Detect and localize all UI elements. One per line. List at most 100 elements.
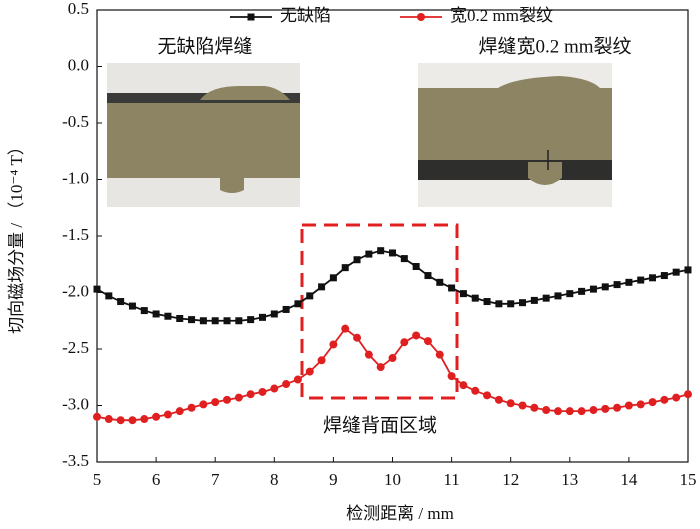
marker (364, 350, 373, 359)
marker (282, 380, 291, 389)
marker (554, 292, 562, 300)
marker (649, 274, 657, 282)
marker (483, 391, 492, 400)
marker (448, 284, 456, 292)
y-tick-label: -2.0 (62, 281, 89, 300)
marker (530, 296, 538, 304)
marker (128, 302, 136, 310)
photo-no-defect (107, 63, 300, 207)
marker (601, 404, 610, 413)
marker (294, 300, 302, 308)
x-tick-label: 7 (211, 470, 220, 489)
marker (176, 314, 184, 322)
marker (376, 363, 385, 372)
region-box (300, 223, 459, 400)
x-tick-label: 15 (680, 470, 697, 489)
marker (660, 395, 669, 404)
marker (507, 300, 515, 308)
marker (577, 407, 586, 416)
marker (436, 278, 444, 286)
series-line (96, 249, 689, 322)
marker (188, 316, 196, 324)
marker (187, 403, 196, 412)
marker (684, 266, 692, 274)
marker (317, 356, 326, 365)
x-tick-label: 12 (502, 470, 519, 489)
marker (175, 407, 184, 416)
marker (341, 324, 350, 333)
marker (400, 255, 408, 263)
marker (530, 403, 539, 412)
marker (353, 333, 362, 342)
marker (140, 415, 149, 424)
marker (199, 400, 208, 409)
marker (494, 395, 503, 404)
marker (684, 390, 692, 399)
marker (423, 337, 432, 346)
x-tick-label: 13 (561, 470, 578, 489)
marker (495, 300, 503, 308)
marker (306, 292, 314, 300)
marker (223, 395, 232, 404)
marker (199, 317, 207, 325)
marker (483, 298, 491, 306)
marker (353, 256, 361, 264)
marker (152, 310, 160, 318)
x-tick-label: 6 (152, 470, 161, 489)
marker (424, 272, 432, 280)
marker (400, 338, 409, 347)
marker (566, 290, 574, 298)
marker (246, 390, 255, 399)
marker (105, 292, 113, 300)
y-tick-label: -1.5 (62, 225, 89, 244)
marker (211, 317, 219, 325)
marker (235, 317, 243, 325)
marker (447, 372, 456, 381)
x-tick-label: 10 (384, 470, 401, 489)
marker (128, 416, 137, 425)
marker (565, 407, 574, 416)
marker (104, 415, 113, 424)
annotation: 焊缝背面区域 (323, 414, 437, 436)
y-tick-label: -1.0 (62, 168, 89, 187)
marker (318, 283, 326, 291)
y-tick-label: -2.5 (62, 338, 89, 357)
marker (625, 278, 633, 286)
marker (270, 384, 279, 393)
x-tick-label: 8 (270, 470, 279, 489)
y-tick-label: -0.5 (62, 112, 89, 131)
marker (258, 387, 267, 396)
x-tick-label: 9 (329, 470, 338, 489)
x-tick-label: 5 (93, 470, 102, 489)
marker (164, 312, 172, 320)
marker (116, 416, 125, 425)
marker (589, 406, 598, 415)
marker (660, 272, 668, 280)
marker (412, 331, 421, 340)
marker (234, 393, 243, 402)
x-tick-label: 11 (443, 470, 459, 489)
marker (672, 268, 680, 276)
marker (163, 410, 172, 419)
x-axis-label: 检测距离 / mm (346, 504, 454, 523)
marker (506, 399, 515, 408)
marker (601, 283, 609, 291)
marker (247, 316, 255, 324)
marker (578, 287, 586, 295)
marker (435, 350, 444, 359)
legend-label: 宽0.2 mm裂纹 (450, 6, 553, 25)
marker (282, 305, 290, 313)
marker (636, 400, 645, 409)
marker (223, 317, 231, 325)
y-tick-label: 0.0 (68, 55, 89, 74)
marker (518, 401, 527, 410)
marker (365, 250, 373, 258)
marker (389, 249, 396, 257)
marker (258, 313, 266, 321)
marker (329, 340, 338, 349)
marker (377, 247, 385, 255)
marker (293, 375, 302, 384)
y-tick-label: -3.5 (62, 451, 89, 470)
marker (329, 274, 337, 282)
marker (388, 354, 397, 363)
